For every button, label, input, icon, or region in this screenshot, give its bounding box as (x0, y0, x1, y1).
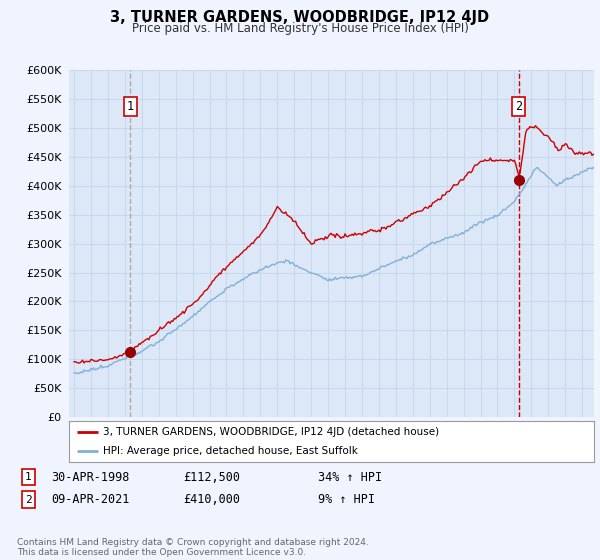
Text: £112,500: £112,500 (183, 470, 240, 484)
Text: 09-APR-2021: 09-APR-2021 (51, 493, 130, 506)
Text: 1: 1 (25, 472, 32, 482)
Text: 34% ↑ HPI: 34% ↑ HPI (318, 470, 382, 484)
Text: 3, TURNER GARDENS, WOODBRIDGE, IP12 4JD: 3, TURNER GARDENS, WOODBRIDGE, IP12 4JD (110, 10, 490, 25)
Text: Price paid vs. HM Land Registry's House Price Index (HPI): Price paid vs. HM Land Registry's House … (131, 22, 469, 35)
Text: 3, TURNER GARDENS, WOODBRIDGE, IP12 4JD (detached house): 3, TURNER GARDENS, WOODBRIDGE, IP12 4JD … (103, 427, 439, 437)
Text: HPI: Average price, detached house, East Suffolk: HPI: Average price, detached house, East… (103, 446, 358, 456)
Text: 2: 2 (515, 100, 523, 113)
Text: 2: 2 (25, 494, 32, 505)
Text: 30-APR-1998: 30-APR-1998 (51, 470, 130, 484)
Text: 9% ↑ HPI: 9% ↑ HPI (318, 493, 375, 506)
Text: Contains HM Land Registry data © Crown copyright and database right 2024.
This d: Contains HM Land Registry data © Crown c… (17, 538, 368, 557)
Text: £410,000: £410,000 (183, 493, 240, 506)
Text: 1: 1 (127, 100, 134, 113)
